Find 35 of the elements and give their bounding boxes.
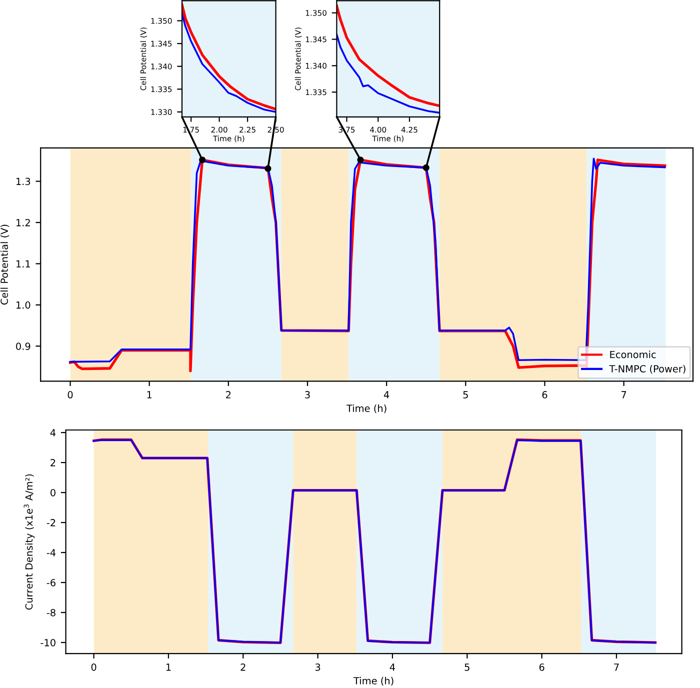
y-tick-label: -8 — [46, 608, 56, 616]
x-tick-label: 1 — [166, 664, 171, 671]
y-tick-label: 1.3 — [16, 178, 30, 186]
legend-label: T-NMPC (Power) — [609, 364, 686, 374]
x-axis-title: Time (h) — [353, 676, 394, 686]
x-tick-label: 5 — [463, 391, 468, 398]
y-tick-label: 2 — [50, 459, 56, 466]
x-tick-label: 6 — [542, 391, 548, 398]
x-tick-label: 2 — [226, 391, 231, 398]
y-tick-label: -6 — [46, 578, 56, 586]
x-tick-label: 1 — [147, 391, 152, 398]
y-tick-label: 1.2 — [16, 218, 30, 226]
y-tick-label: 0.9 — [16, 342, 30, 350]
y-tick-label: 0 — [50, 489, 56, 496]
y-tick-label: 1.0 — [16, 301, 30, 309]
x-tick-label: 4 — [390, 664, 396, 671]
y-tick-label: -4 — [46, 549, 56, 556]
x-tick-label: 0 — [68, 391, 73, 398]
y-axis-title: Cell Potential (V) — [0, 224, 10, 305]
x-tick-label: 0 — [91, 663, 96, 671]
y-axis-title: Current Density (x1e$^{3}$ A/m²) — [24, 474, 35, 610]
x-axis-title: Time (h) — [346, 404, 386, 414]
x-tick-label: 3 — [305, 391, 310, 398]
legend-label: Economic — [610, 350, 656, 358]
y-tick-label: 1.1 — [16, 260, 30, 268]
y-tick-label: -2 — [46, 519, 56, 526]
x-tick-label: 6 — [539, 663, 544, 671]
y-tick-label: -10 — [40, 638, 56, 646]
x-tick-label: 4 — [384, 391, 390, 398]
y-tick-label: 4 — [50, 429, 56, 436]
x-tick-label: 2 — [240, 663, 246, 671]
x-tick-label: 7 — [622, 391, 626, 398]
x-tick-label: 7 — [614, 664, 619, 671]
x-tick-label: 3 — [315, 663, 320, 671]
x-tick-label: 5 — [464, 664, 470, 671]
